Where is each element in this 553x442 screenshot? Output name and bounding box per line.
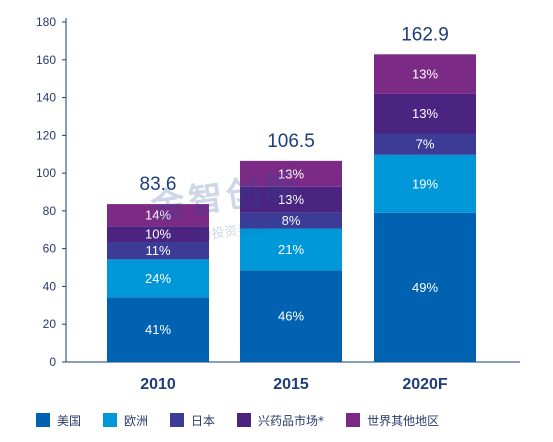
bar-segment bbox=[374, 154, 476, 213]
segment-label: 13% bbox=[278, 166, 304, 181]
bar-segment bbox=[374, 212, 476, 362]
segment-label: 24% bbox=[145, 271, 171, 286]
bar-total-label: 106.5 bbox=[267, 131, 315, 152]
segment-label: 8% bbox=[282, 213, 301, 228]
y-tick-label: 120 bbox=[36, 128, 56, 142]
x-tick-label: 2020F bbox=[402, 376, 448, 393]
stacked-bar-chart: 0 20 40 60 80 100 120 140 160 180 41% 24% 11%10% 14% 8… bbox=[36, 15, 520, 393]
bar-segment bbox=[240, 228, 342, 271]
segment-label: 49% bbox=[412, 280, 438, 295]
bar-total-label: 162.9 bbox=[401, 24, 449, 45]
x-tick-label: 2010 bbox=[140, 376, 176, 393]
segment-label: 19% bbox=[412, 176, 438, 191]
legend-item: 欧洲 bbox=[103, 412, 148, 429]
bar-segment bbox=[374, 54, 476, 94]
legend-item: 兴药品市场* bbox=[237, 412, 324, 429]
segment-label: 13% bbox=[278, 192, 304, 207]
chart-legend: 美国 欧洲 日本 兴药品市场* 世界其他地区 bbox=[36, 407, 461, 433]
legend-swatch bbox=[36, 413, 50, 427]
legend-label: 美国 bbox=[57, 413, 82, 428]
y-tick-label: 40 bbox=[43, 279, 57, 293]
bar-segment bbox=[240, 160, 342, 187]
segment-label: 13% bbox=[412, 67, 438, 82]
legend-swatch bbox=[346, 413, 361, 427]
legend-label: 世界其他地区 bbox=[367, 413, 440, 428]
y-tick-label: 140 bbox=[36, 91, 56, 105]
legend-swatch bbox=[170, 413, 185, 427]
y-tick-label: 80 bbox=[43, 204, 57, 218]
segment-label: 46% bbox=[278, 309, 304, 324]
bar-segment bbox=[240, 186, 342, 213]
x-tick-label: 2015 bbox=[273, 376, 309, 393]
bar-segment bbox=[107, 204, 209, 227]
legend-item: 日本 bbox=[170, 412, 215, 429]
bar-segment bbox=[374, 133, 476, 155]
segment-label: 21% bbox=[278, 242, 304, 257]
segment-label: 41% bbox=[145, 322, 171, 337]
bar-segment bbox=[374, 93, 476, 134]
y-tick-label: 100 bbox=[36, 166, 56, 180]
bar-segment bbox=[107, 226, 209, 242]
legend-label: 日本 bbox=[191, 413, 216, 428]
y-tick-label: 60 bbox=[43, 242, 57, 256]
legend-label: 兴药品市场* bbox=[258, 413, 325, 428]
y-tick-label: 0 bbox=[49, 355, 56, 369]
bar-segment bbox=[240, 212, 342, 229]
legend-swatch bbox=[237, 413, 252, 427]
segment-label: 11% bbox=[145, 243, 170, 258]
bar-segment bbox=[107, 241, 209, 260]
bar-segment bbox=[107, 297, 209, 362]
legend-label: 欧洲 bbox=[124, 413, 149, 428]
bar-total-label: 83.6 bbox=[140, 174, 177, 195]
bar-segment bbox=[107, 259, 209, 298]
segment-label: 10% bbox=[145, 227, 171, 242]
segment-label: 14% bbox=[145, 208, 171, 223]
legend-swatch bbox=[103, 413, 118, 427]
bar-segment bbox=[240, 270, 342, 362]
y-tick-label: 160 bbox=[36, 53, 56, 67]
legend-item: 美国 bbox=[36, 412, 81, 429]
segment-label: 7% bbox=[416, 137, 435, 152]
legend-item: 世界其他地区 bbox=[346, 412, 439, 429]
y-tick-label: 180 bbox=[36, 15, 56, 29]
segment-label: 13% bbox=[412, 106, 438, 121]
y-tick-label: 20 bbox=[43, 317, 57, 331]
